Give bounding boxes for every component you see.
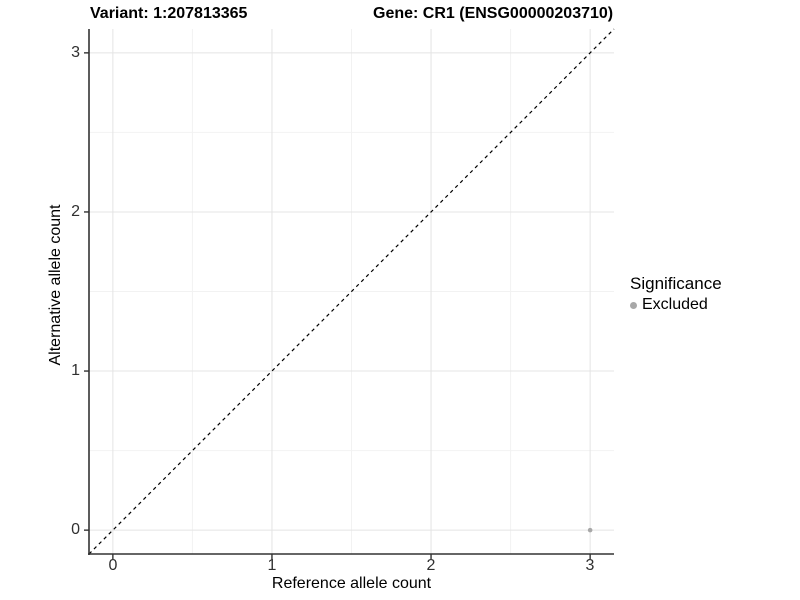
x-tick-0: 0 (108, 557, 118, 574)
y-tick-0: 0 (71, 521, 80, 538)
title-gene: Gene: CR1 (ENSG00000203710) (373, 5, 614, 22)
data-point (587, 527, 593, 533)
y-tick-1: 1 (71, 362, 80, 379)
y-tick-3: 3 (71, 44, 80, 61)
identity-reference-line (88, 28, 615, 555)
legend-title: Significance (630, 274, 722, 293)
x-tick-2: 2 (426, 557, 436, 574)
legend: Significance Excluded (630, 274, 722, 314)
x-tick-3: 3 (585, 557, 595, 574)
legend-item-label: Excluded (642, 296, 708, 313)
x-tick-1: 1 (267, 557, 277, 574)
x-axis-label: Reference allele count (271, 575, 432, 592)
legend-key-dot-icon (630, 301, 637, 309)
legend-item-excluded: Excluded (630, 296, 722, 314)
title-variant: Variant: 1:207813365 (90, 5, 248, 22)
y-tick-2: 2 (71, 203, 80, 220)
